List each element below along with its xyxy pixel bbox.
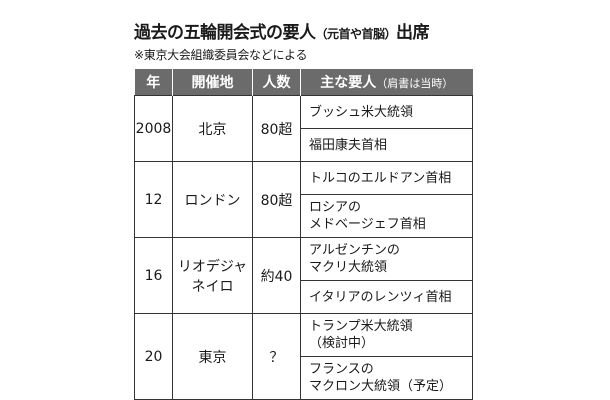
- dignitary-line: マクリ大統領: [309, 260, 388, 275]
- dignitary-line: アルゼンチンの: [309, 243, 400, 258]
- header-dignitaries: 主な要人（肩書は当時）: [300, 69, 473, 96]
- venue-line: ロンドン: [184, 192, 241, 209]
- cell-dignitary: トランプ米大統領 （検討中）: [300, 313, 473, 357]
- infographic-title: 過去の五輪開会式の要人（元首や首脳）出席: [134, 22, 472, 45]
- header-year: 年: [134, 69, 173, 96]
- cell-count: 80超: [252, 161, 301, 238]
- cell-dignitary: 福田康夫首相: [300, 128, 473, 162]
- table-row: イタリアのレンツィ首相: [135, 280, 473, 314]
- infographic: 過去の五輪開会式の要人（元首や首脳）出席 ※東京大会組織委員会などによる 年 開…: [134, 22, 473, 400]
- dignitary-line: ブッシュ米大統領: [309, 104, 414, 120]
- dignitary-line: マクロン大統領（予定）: [309, 379, 453, 394]
- cell-dignitary: ブッシュ米大統領: [300, 95, 473, 129]
- header-dignitaries-label: 主な要人: [320, 75, 377, 91]
- cell-dignitary: ロシアのメドベージェフ首相: [300, 194, 473, 238]
- title-paren: （元首や首脳）: [315, 27, 397, 41]
- cell-venue: ロンドン: [172, 161, 253, 238]
- cell-year: 2008: [134, 95, 173, 162]
- dignitary-line: トルコのエルドアン首相: [309, 170, 452, 186]
- header-dignitaries-note: （肩書は当時）: [376, 77, 454, 90]
- table-row: 16 リオデジャ ネイロ 約40 アルゼンチンの マクリ大統領: [134, 237, 473, 314]
- dignitary-line: イタリアのレンツィ首相: [309, 289, 452, 305]
- cell-dignitary: アルゼンチンの マクリ大統領: [300, 237, 473, 281]
- dignitary-line: フランスの: [309, 362, 374, 377]
- cell-count: 約40: [252, 237, 301, 314]
- cell-dignitary: フランスのマクロン大統領（予定）: [300, 356, 473, 400]
- cell-dignitary: トルコのエルドアン首相: [300, 161, 473, 195]
- table-row: ロシアのメドベージェフ首相: [135, 194, 473, 238]
- table-row: 20 東京 ？ トランプ米大統領 （検討中）: [134, 313, 473, 400]
- cell-venue: リオデジャ ネイロ: [172, 237, 253, 314]
- dignitary-line: （検討中）: [309, 336, 375, 351]
- venue-line: 北京: [198, 121, 227, 138]
- cell-year: 20: [134, 313, 173, 400]
- venue-line: リオデジャ: [177, 258, 248, 275]
- header-count: 人数: [252, 69, 301, 96]
- cell-count: ？: [252, 313, 301, 400]
- dignitary-line: ロシアの: [309, 200, 362, 215]
- venue-line: 東京: [198, 349, 227, 366]
- cell-venue: 東京: [172, 313, 253, 400]
- header-venue: 開催地: [172, 69, 253, 96]
- table-body: 2008 北京 80超 ブッシュ米大統領 福田康夫首相 12 ロンドン 80超 トルコのエルドア…: [134, 95, 473, 400]
- table-header-row: 年 開催地 人数 主な要人（肩書は当時）: [134, 69, 473, 96]
- table-row: 2008 北京 80超 ブッシュ米大統領: [134, 95, 473, 162]
- dignitary-line: メドベージェフ首相: [309, 217, 426, 232]
- dignitary-line: 福田康夫首相: [309, 137, 388, 153]
- cell-count: 80超: [252, 95, 301, 162]
- title-main: 過去の五輪開会式の要人: [134, 23, 316, 43]
- title-tail: 出席: [396, 23, 430, 43]
- cell-year: 16: [134, 237, 173, 314]
- cell-dignitary: イタリアのレンツィ首相: [300, 280, 473, 314]
- dignitary-line: トランプ米大統領: [309, 319, 413, 334]
- table-row: フランスのマクロン大統領（予定）: [135, 356, 473, 400]
- cell-year: 12: [134, 161, 173, 238]
- cell-venue: 北京: [172, 95, 253, 162]
- source-note: ※東京大会組織委員会などによる: [134, 48, 308, 62]
- table-row: 12 ロンドン 80超 トルコのエルドアン首相: [134, 161, 473, 238]
- venue-line: ネイロ: [191, 278, 234, 295]
- dignitaries-table: 年 開催地 人数 主な要人（肩書は当時） 2008 北京 80超 ブッシュ米大統領 福田…: [134, 69, 473, 400]
- table-row: 福田康夫首相: [135, 128, 473, 162]
